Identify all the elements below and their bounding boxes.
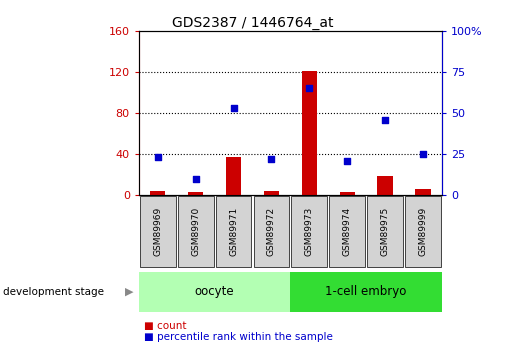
- Text: oocyte: oocyte: [195, 285, 234, 298]
- Text: GDS2387 / 1446764_at: GDS2387 / 1446764_at: [172, 16, 333, 30]
- Bar: [301, 71, 317, 195]
- Point: [268, 156, 276, 161]
- Text: GSM89969: GSM89969: [154, 207, 162, 256]
- Bar: [377, 177, 393, 195]
- Bar: [150, 191, 166, 195]
- Text: GSM89973: GSM89973: [305, 207, 314, 256]
- Bar: [226, 157, 241, 195]
- Point: [192, 176, 200, 181]
- Text: GSM89971: GSM89971: [229, 207, 238, 256]
- Point: [343, 158, 351, 163]
- Point: [229, 105, 238, 111]
- Bar: [415, 189, 431, 195]
- Text: GSM89970: GSM89970: [191, 207, 200, 256]
- Point: [381, 117, 389, 122]
- Bar: [264, 191, 279, 195]
- Text: 1-cell embryo: 1-cell embryo: [325, 285, 407, 298]
- Text: ■ percentile rank within the sample: ■ percentile rank within the sample: [144, 333, 333, 342]
- Text: ■ count: ■ count: [144, 321, 186, 331]
- Text: GSM89999: GSM89999: [419, 207, 427, 256]
- Text: development stage: development stage: [3, 287, 104, 297]
- Point: [305, 86, 313, 91]
- Text: GSM89972: GSM89972: [267, 207, 276, 256]
- Bar: [339, 192, 355, 195]
- Bar: [188, 192, 203, 195]
- Text: GSM89974: GSM89974: [343, 207, 351, 256]
- Point: [419, 151, 427, 157]
- Text: GSM89975: GSM89975: [381, 207, 389, 256]
- Point: [154, 155, 162, 160]
- Text: ▶: ▶: [125, 287, 134, 297]
